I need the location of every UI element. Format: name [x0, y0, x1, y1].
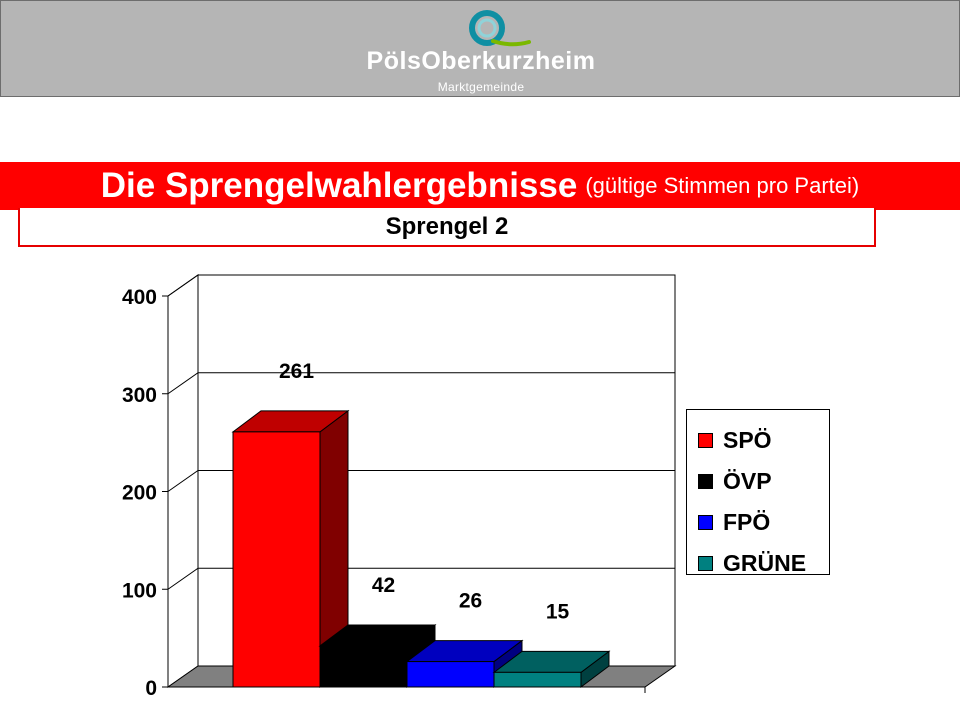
legend-label: FPÖ	[723, 509, 771, 535]
page-title: Die Sprengelwahlergebnisse	[100, 166, 578, 205]
logo-name: PölsOberkurzheim	[366, 47, 596, 75]
bar-1	[231, 409, 350, 688]
data-label-2: 42	[372, 574, 395, 597]
data-label-4: 15	[546, 600, 570, 623]
legend-swatch	[698, 433, 713, 448]
page-title-note: (gültige Stimmen pro Partei)	[585, 173, 860, 198]
legend-item: GRÜNE	[687, 543, 829, 584]
legend-swatch	[698, 474, 713, 489]
bar-front-face	[406, 661, 495, 688]
legend-item: SPÖ	[687, 420, 829, 461]
y-tick-label: 100	[122, 579, 157, 602]
legend-label: ÖVP	[723, 468, 772, 494]
chart-bars	[231, 409, 611, 688]
legend-swatch	[698, 515, 713, 530]
bar-3	[405, 639, 524, 688]
chart-title: Sprengel 2	[385, 212, 509, 240]
chart-title-box: Sprengel 2	[18, 208, 876, 247]
legend-label: GRÜNE	[723, 550, 807, 576]
legend-item: ÖVP	[687, 461, 829, 502]
bar-front-face	[232, 431, 321, 688]
legend-item: FPÖ	[687, 502, 829, 543]
gridline	[167, 274, 675, 297]
gridline	[167, 372, 675, 395]
header-band: PölsOberkurzheim Marktgemeinde	[0, 0, 960, 97]
logo-ring-icon	[469, 10, 531, 47]
y-tick-label: 400	[122, 286, 157, 309]
bar-front-face	[493, 671, 582, 688]
y-tick-label: 300	[122, 384, 157, 407]
bar-front-face	[319, 645, 408, 688]
gridline	[167, 567, 675, 590]
title-bar: Die Sprengelwahlergebnisse (gültige Stim…	[0, 162, 960, 210]
logo-subtitle: Marktgemeinde	[437, 80, 525, 94]
chart-data-labels: 261 42 26 15	[279, 360, 570, 623]
legend-label: SPÖ	[723, 427, 772, 453]
y-tick-label: 0	[145, 677, 157, 700]
gridline	[167, 470, 675, 492]
y-tick-label: 200	[122, 482, 157, 505]
bar-2	[318, 623, 437, 688]
chart-legend: SPÖ ÖVP FPÖ GRÜNE	[686, 409, 830, 576]
data-label-1: 261	[279, 360, 314, 383]
legend-swatch	[698, 556, 713, 571]
data-label-3: 26	[459, 590, 482, 613]
bar-4	[492, 650, 611, 688]
